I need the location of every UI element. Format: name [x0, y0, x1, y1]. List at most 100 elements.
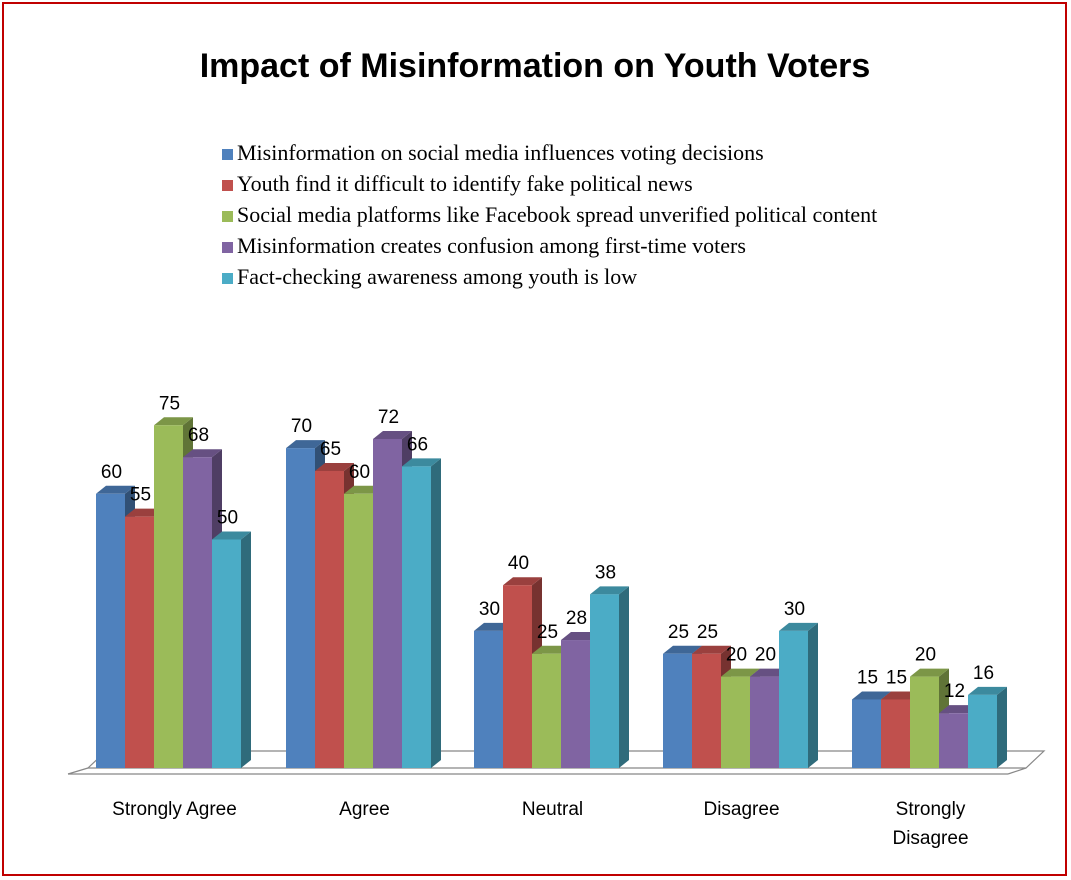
bar-side [808, 622, 818, 768]
bar-front [721, 676, 750, 768]
bar-top [968, 686, 1007, 695]
bar-front [344, 493, 373, 768]
bar-front [154, 425, 183, 768]
floor-right-edge [1007, 767, 1027, 775]
data-label: 20 [755, 645, 776, 666]
legend-entry: Social media platforms like Facebook spr… [237, 202, 877, 227]
data-labels: 60 55 75 68 50 70 65 60 72 66 30 40 25 28 38 25 25 20 20 30… [101, 393, 994, 702]
bar-front [532, 653, 561, 768]
data-label: 40 [508, 553, 529, 574]
bar-side [997, 686, 1007, 768]
bar-side [619, 586, 629, 768]
data-label: 15 [857, 667, 878, 688]
bar-front [561, 640, 590, 768]
legend-entry: Fact-checking awareness among youth is l… [237, 264, 637, 289]
legend-swatch [222, 180, 233, 191]
data-label: 70 [291, 416, 312, 437]
bar-front [750, 676, 779, 768]
bar-side [241, 531, 251, 768]
bar-top [154, 417, 193, 426]
bar-front [779, 630, 808, 768]
bar-front [910, 676, 939, 768]
legend-swatch [222, 242, 233, 253]
bar-front [474, 630, 503, 768]
bar-top [692, 645, 731, 654]
bar-top [910, 668, 949, 677]
bar-front [212, 539, 241, 768]
bar-front [590, 594, 619, 768]
bar-top [402, 458, 441, 467]
bar-front [315, 470, 344, 768]
bar-front [373, 438, 402, 768]
bar [590, 586, 629, 768]
chart-title: Impact of Misinformation on Youth Voters [200, 47, 871, 85]
data-label: 60 [101, 462, 122, 483]
data-label: 50 [217, 508, 238, 529]
bar-top [373, 430, 412, 439]
legend-entry: Misinformation creates confusion among f… [237, 233, 746, 258]
data-label: 30 [479, 599, 500, 620]
category-label: Agree [339, 799, 390, 820]
data-label: 25 [697, 622, 718, 643]
category-label: Strongly Disagree [892, 799, 968, 849]
bar-top [212, 531, 251, 540]
data-label: 30 [784, 599, 805, 620]
data-label: 72 [378, 407, 399, 428]
bar-top [286, 440, 325, 449]
data-label: 65 [320, 439, 341, 460]
data-label: 28 [566, 608, 587, 629]
legend-entry: Youth find it difficult to identify fake… [237, 171, 693, 196]
data-label: 38 [595, 562, 616, 583]
bar-front [852, 699, 881, 768]
data-label: 66 [407, 434, 428, 455]
bar [402, 458, 441, 768]
bar-front [286, 448, 315, 768]
bar [968, 686, 1007, 768]
bar-front [663, 653, 692, 768]
bar-top [721, 668, 760, 677]
category-labels: Strongly Agree Agree Neutral Disagree Strong… [112, 799, 968, 849]
legend-swatch [222, 211, 233, 222]
bar-top [779, 622, 818, 631]
bar [779, 622, 818, 768]
data-label: 68 [188, 425, 209, 446]
bar-front [96, 493, 125, 768]
data-label: 75 [159, 393, 180, 414]
data-label: 60 [349, 462, 370, 483]
data-label: 16 [973, 663, 994, 684]
bar-front [881, 699, 910, 768]
category-label: Disagree [703, 799, 779, 820]
bar-top [96, 485, 135, 494]
legend-entry: Misinformation on social media influence… [237, 140, 764, 165]
data-label: 25 [537, 622, 558, 643]
bar-front [939, 713, 968, 768]
bar-front [692, 653, 721, 768]
data-label: 20 [915, 645, 936, 666]
data-label: 55 [130, 485, 151, 506]
legend: Misinformation on social media influence… [222, 140, 877, 289]
legend-swatch [222, 149, 233, 160]
data-label: 25 [668, 622, 689, 643]
bar-side [431, 458, 441, 768]
bar-front [968, 694, 997, 768]
bar-top [315, 462, 354, 471]
data-label: 20 [726, 645, 747, 666]
legend-swatch [222, 273, 233, 284]
data-label: 12 [944, 681, 965, 702]
bar [212, 531, 251, 768]
bar-front [125, 516, 154, 768]
bar-top [503, 577, 542, 586]
bar-top [183, 449, 222, 458]
bar-front [402, 466, 431, 768]
category-label: Neutral [522, 799, 583, 820]
bar-top [663, 645, 702, 654]
bar-front [183, 457, 212, 768]
category-label: Strongly Agree [112, 799, 237, 820]
bar-front [503, 585, 532, 768]
floor-left-edge [67, 767, 89, 775]
bars [96, 417, 1007, 768]
bar-top [852, 691, 891, 700]
bar-top [590, 586, 629, 595]
data-label: 15 [886, 667, 907, 688]
